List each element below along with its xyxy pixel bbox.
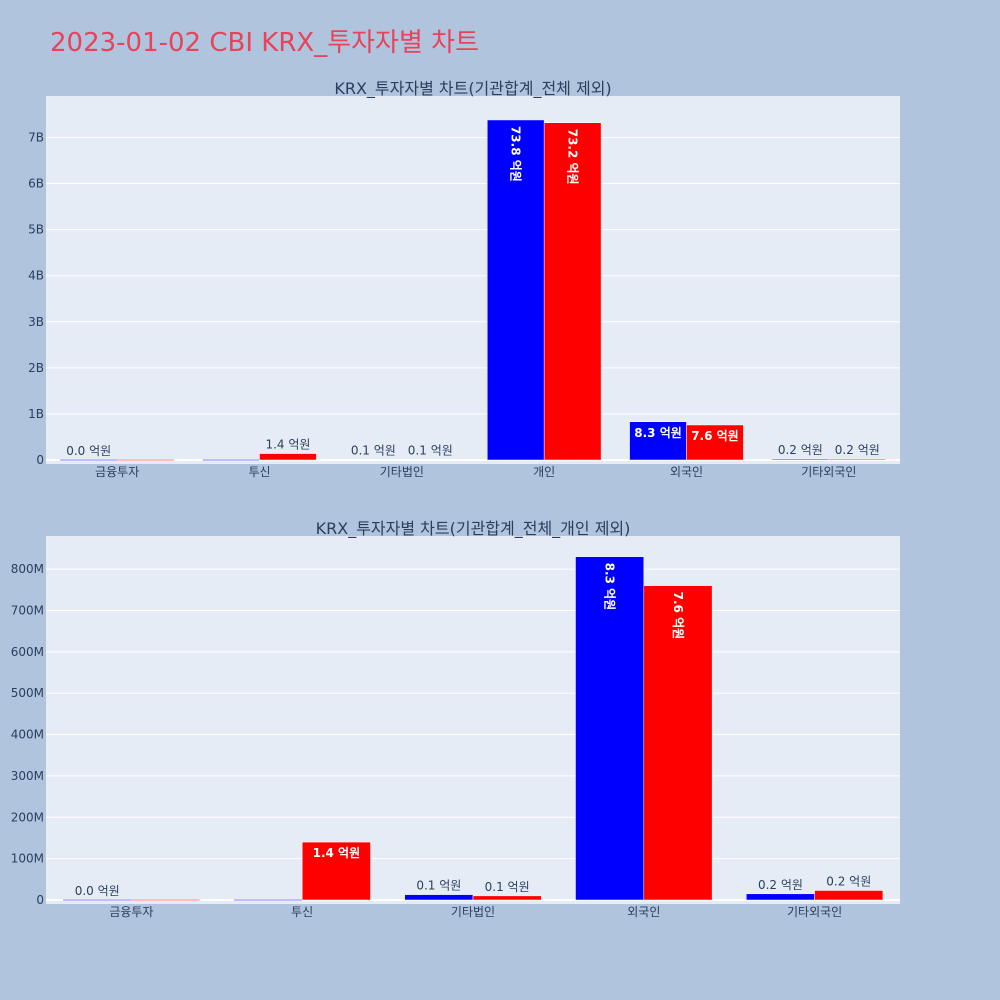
x-tick-label: 금융투자 — [109, 905, 153, 919]
data-label: 0.0 억원 — [75, 884, 120, 898]
x-tick-label: 외국인 — [627, 905, 660, 919]
bar-buy — [486, 119, 545, 461]
data-label: 0.2 억원 — [826, 874, 871, 888]
y-tick-label: 4B — [28, 269, 44, 283]
y-tick-label: 3B — [28, 315, 44, 329]
data-label: 73.2 억원 — [566, 129, 580, 185]
y-tick-label: 300M — [11, 769, 44, 783]
data-label: 8.3 억원 — [603, 563, 617, 611]
data-label: 0.2 억원 — [778, 443, 823, 457]
y-tick-label: 800M — [11, 562, 44, 576]
y-tick-label: 0 — [36, 893, 44, 907]
y-tick-label: 2B — [28, 361, 44, 375]
x-tick-label: 투신 — [248, 465, 270, 479]
y-tick-label: 6B — [28, 177, 44, 191]
x-tick-label: 금융투자 — [95, 465, 139, 479]
data-label: 0.1 억원 — [485, 880, 530, 894]
y-tick-label: 700M — [11, 603, 44, 617]
y-tick-label: 0 — [36, 453, 44, 467]
y-tick-label: 200M — [11, 810, 44, 824]
y-tick-label: 7B — [28, 130, 44, 144]
data-label: 0.1 억원 — [351, 444, 396, 458]
chart-title: KRX_투자자별 차트(기관합계_전체 제외) — [334, 79, 611, 99]
x-tick-label: 외국인 — [670, 465, 703, 479]
y-tick-label: 400M — [11, 728, 44, 742]
y-tick-label: 500M — [11, 686, 44, 700]
y-tick-label: 600M — [11, 645, 44, 659]
data-label: 0.2 억원 — [758, 878, 803, 892]
x-tick-label: 투신 — [291, 905, 313, 919]
data-label: 1.4 억원 — [313, 846, 361, 860]
page-title: 2023-01-02 CBI KRX_투자자별 차트 — [50, 28, 479, 58]
bar-sell — [543, 122, 602, 461]
y-tick-label: 100M — [11, 852, 44, 866]
data-label: 1.4 억원 — [265, 438, 310, 452]
bar-buy — [629, 421, 687, 461]
bar-sell — [643, 585, 713, 901]
data-label: 8.3 억원 — [634, 426, 682, 440]
data-label: 0.1 억원 — [416, 879, 461, 893]
bar-sell — [814, 890, 884, 901]
data-label: 73.8 억원 — [509, 126, 523, 182]
data-label: 0.0 억원 — [66, 444, 111, 458]
data-label: 0.1 억원 — [408, 444, 453, 458]
bar-sell — [472, 895, 542, 901]
x-tick-label: 기타외국인 — [787, 905, 842, 919]
chart-title: KRX_투자자별 차트(기관합계_전체_개인 제외) — [316, 519, 631, 539]
data-label: 7.6 억원 — [691, 429, 739, 443]
x-tick-label: 기타외국인 — [801, 465, 856, 479]
bar-sell — [301, 841, 371, 901]
y-tick-label: 1B — [28, 407, 44, 421]
bar-buy — [404, 894, 474, 901]
x-tick-label: 기타법인 — [451, 905, 495, 919]
plot-area — [46, 536, 900, 904]
bar-sell — [828, 458, 887, 461]
plot-area — [46, 96, 900, 464]
data-label: 0.2 억원 — [835, 443, 880, 457]
bar-buy — [575, 556, 645, 901]
y-tick-label: 5B — [28, 223, 44, 237]
bar-sell — [686, 424, 744, 461]
bar-buy — [746, 893, 815, 901]
x-tick-label: 개인 — [533, 465, 555, 479]
x-tick-label: 기타법인 — [380, 465, 424, 479]
bar-sell — [259, 453, 317, 461]
data-label: 7.6 억원 — [671, 592, 685, 640]
